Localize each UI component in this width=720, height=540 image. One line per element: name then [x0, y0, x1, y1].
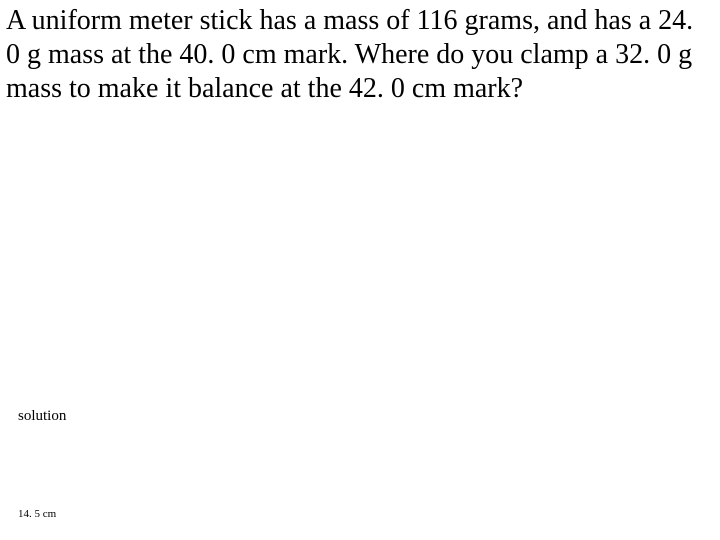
question-text: A uniform meter stick has a mass of 116 …: [6, 4, 710, 106]
solution-label: solution: [18, 408, 66, 425]
page-root: A uniform meter stick has a mass of 116 …: [0, 0, 720, 540]
answer-text: 14. 5 cm: [18, 508, 56, 520]
